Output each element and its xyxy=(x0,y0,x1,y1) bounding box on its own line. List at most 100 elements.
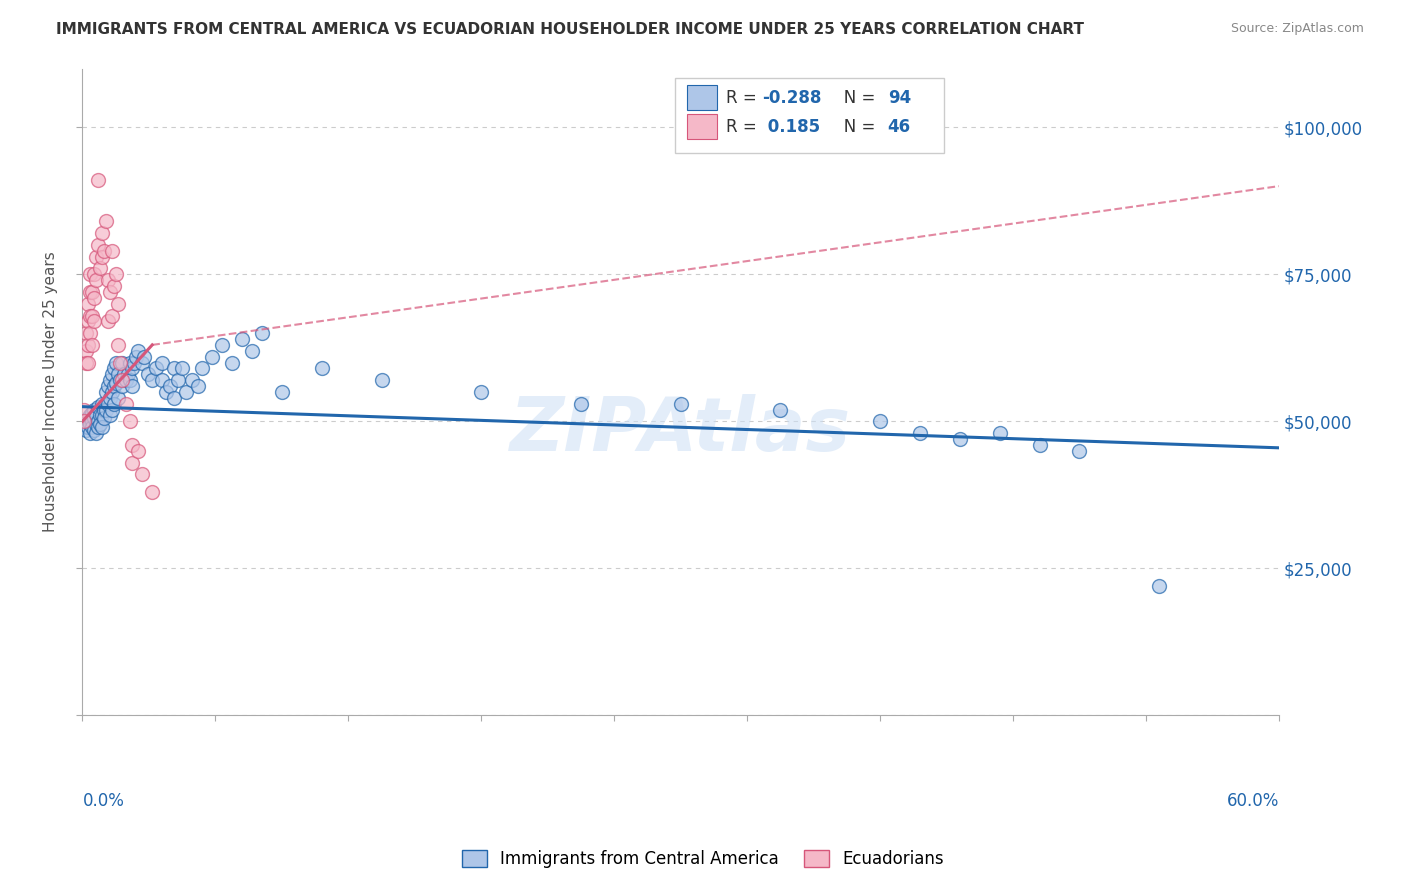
Point xyxy=(127,343,149,358)
Point xyxy=(75,326,97,340)
Point xyxy=(159,379,181,393)
Point xyxy=(83,411,105,425)
Point xyxy=(82,405,104,419)
Point xyxy=(83,268,105,282)
Point xyxy=(187,379,209,393)
Point xyxy=(79,309,101,323)
FancyBboxPatch shape xyxy=(686,114,717,139)
Point xyxy=(87,400,110,414)
Point xyxy=(77,338,100,352)
Point xyxy=(101,244,124,258)
Point xyxy=(163,361,186,376)
Point xyxy=(105,376,128,391)
Point xyxy=(91,226,114,240)
Point xyxy=(83,314,105,328)
Point xyxy=(107,391,129,405)
Point xyxy=(1149,579,1171,593)
Point xyxy=(79,417,101,432)
Text: -0.288: -0.288 xyxy=(762,88,821,107)
Point xyxy=(83,291,105,305)
Point xyxy=(201,350,224,364)
Point xyxy=(121,379,143,393)
Text: Source: ZipAtlas.com: Source: ZipAtlas.com xyxy=(1230,22,1364,36)
Point xyxy=(97,314,120,328)
Text: N =: N = xyxy=(828,88,880,107)
Point xyxy=(87,173,110,187)
Text: 0.185: 0.185 xyxy=(762,118,820,136)
Point xyxy=(77,355,100,369)
Point xyxy=(122,355,145,369)
Point xyxy=(86,250,108,264)
Point xyxy=(949,432,972,446)
Point xyxy=(75,343,97,358)
Point xyxy=(145,361,167,376)
Point xyxy=(103,379,125,393)
Point xyxy=(87,414,110,428)
Point xyxy=(211,338,233,352)
Point xyxy=(569,397,592,411)
Point xyxy=(103,279,125,293)
Text: 46: 46 xyxy=(887,118,911,136)
Point xyxy=(101,384,124,399)
Point xyxy=(172,361,194,376)
Point xyxy=(73,414,96,428)
Text: 0.0%: 0.0% xyxy=(83,792,124,810)
FancyBboxPatch shape xyxy=(675,78,943,153)
Point xyxy=(73,402,96,417)
Point xyxy=(470,384,492,399)
Point xyxy=(167,373,190,387)
Point xyxy=(221,355,243,369)
Point xyxy=(105,355,128,369)
Point xyxy=(82,309,104,323)
Point xyxy=(79,285,101,299)
Point xyxy=(86,273,108,287)
Point xyxy=(98,373,121,387)
Point xyxy=(141,484,163,499)
Point xyxy=(93,244,115,258)
Text: R =: R = xyxy=(725,118,762,136)
Text: R =: R = xyxy=(725,88,762,107)
Point xyxy=(111,373,134,387)
Point xyxy=(82,338,104,352)
Point xyxy=(107,297,129,311)
Point xyxy=(1028,438,1050,452)
Point xyxy=(110,355,132,369)
Point xyxy=(77,314,100,328)
Point xyxy=(75,414,97,428)
Point xyxy=(155,384,177,399)
Point xyxy=(250,326,273,340)
Point xyxy=(97,273,120,287)
Point xyxy=(82,285,104,299)
Point xyxy=(79,426,101,441)
Point xyxy=(82,414,104,428)
Point xyxy=(77,297,100,311)
Point xyxy=(97,397,120,411)
Point xyxy=(127,443,149,458)
Point xyxy=(231,332,253,346)
Point xyxy=(79,326,101,340)
Text: 94: 94 xyxy=(887,88,911,107)
Point xyxy=(79,268,101,282)
Point xyxy=(181,373,204,387)
Point xyxy=(79,409,101,423)
Point xyxy=(82,420,104,434)
Point xyxy=(91,420,114,434)
Point xyxy=(120,373,142,387)
Point xyxy=(73,420,96,434)
Point xyxy=(77,411,100,425)
Point xyxy=(103,361,125,376)
Point xyxy=(121,438,143,452)
Point xyxy=(131,467,153,482)
Point xyxy=(174,384,197,399)
Point xyxy=(121,361,143,376)
Point xyxy=(141,373,163,387)
Point xyxy=(83,402,105,417)
Point xyxy=(125,350,148,364)
Point xyxy=(134,350,156,364)
Point xyxy=(75,423,97,437)
Point xyxy=(150,373,173,387)
Point xyxy=(1069,443,1091,458)
Point xyxy=(121,456,143,470)
Point xyxy=(87,238,110,252)
Point xyxy=(191,361,214,376)
